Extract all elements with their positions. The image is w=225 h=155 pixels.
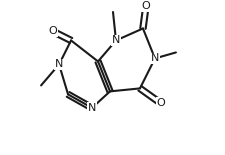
Text: N: N	[150, 53, 158, 63]
Text: O: O	[141, 1, 150, 11]
Text: O: O	[49, 27, 57, 36]
Text: N: N	[88, 103, 96, 113]
Text: O: O	[156, 98, 164, 108]
Text: N: N	[111, 35, 120, 45]
Text: N: N	[55, 59, 63, 69]
